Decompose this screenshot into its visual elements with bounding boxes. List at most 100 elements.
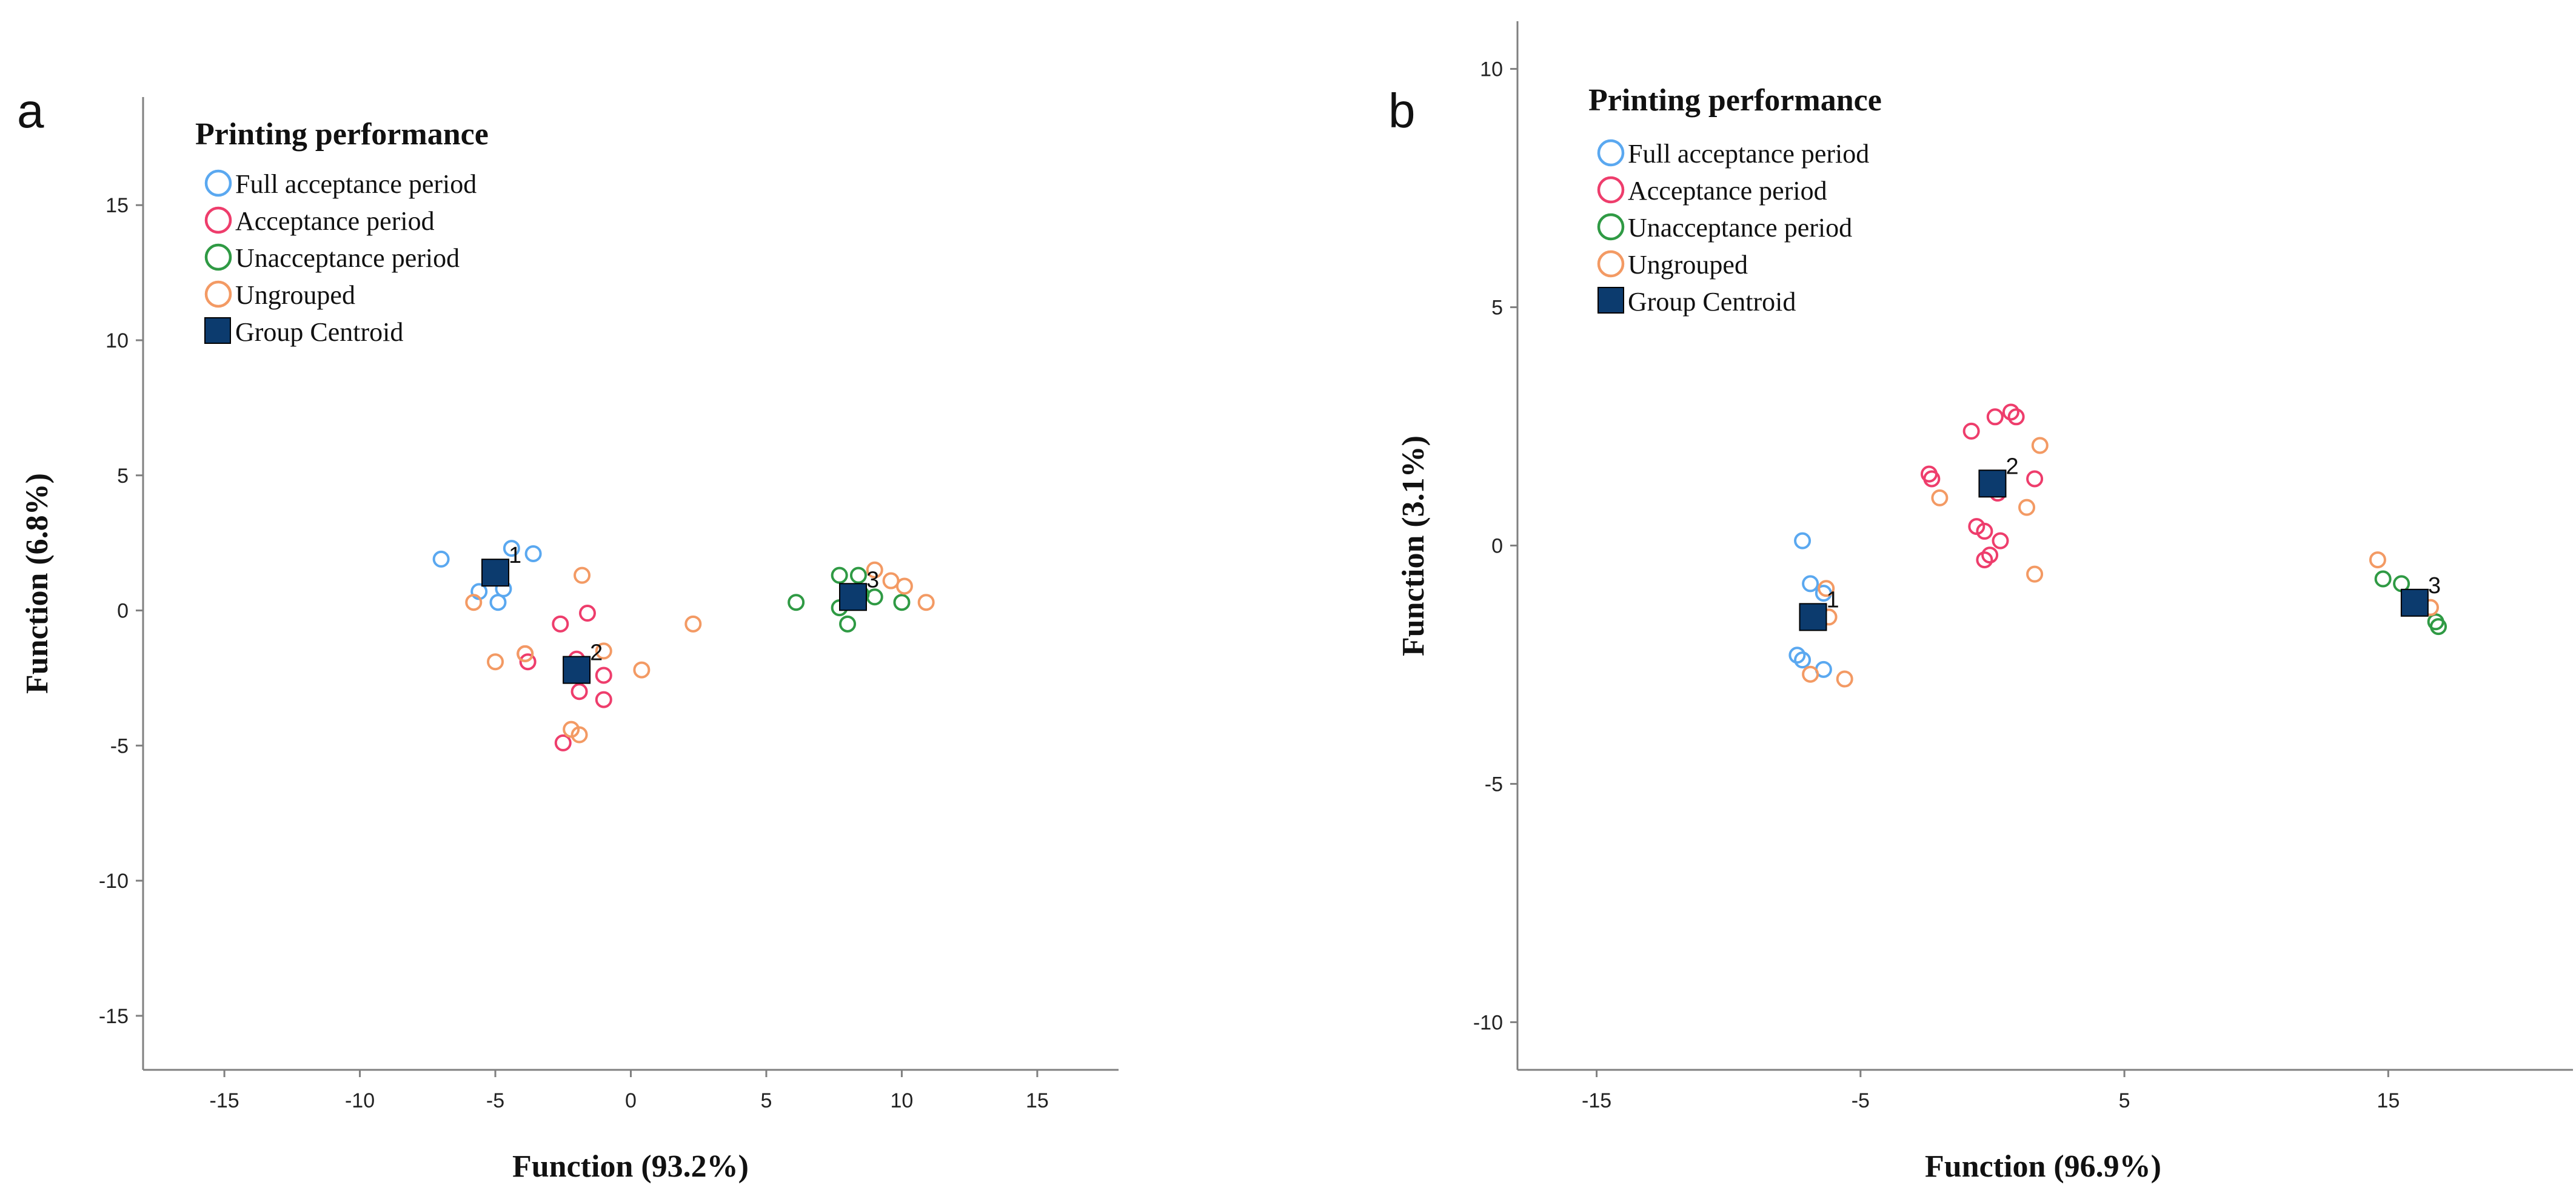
panel-a-point-unacceptance (866, 588, 883, 606)
panel-a-centroid-2 (563, 656, 591, 684)
panel-a-y-tick-label: 5 (117, 465, 129, 488)
panel-b-centroid-label-1: 1 (1826, 587, 1839, 613)
panel-a-x-tick-label: 10 (891, 1089, 914, 1112)
panel-b-centroid-label-2: 2 (2006, 454, 2018, 479)
panel-a-legend-label-centroid: Group Centroid (235, 317, 403, 347)
panel-a-point-ungrouped (866, 561, 883, 579)
panel-a-x-tick-label: 15 (1026, 1089, 1049, 1112)
panel-a-y-tick-label: 15 (105, 194, 129, 217)
panel-a-x-tick-label: -15 (210, 1089, 239, 1112)
panel-a-x-tick-label: -10 (345, 1089, 375, 1112)
panel-a-point-unacceptance (839, 615, 857, 633)
panel-b-x-ticks: -15 -5 5 15 (1582, 1070, 2400, 1112)
panel-b-point-acceptance (1992, 532, 2009, 549)
panel-a-point-ungrouped (684, 615, 702, 633)
panel-b-point-acceptance (1976, 551, 1993, 569)
panel-a-legend-title: Printing performance (195, 117, 489, 152)
panel-b-legend-label-acceptance: Acceptance period (1628, 176, 1827, 206)
panel-b-point-acceptance (1986, 408, 2004, 426)
panel-a-point-acceptance (552, 615, 569, 633)
panel-a-x-tick-label: 5 (761, 1089, 772, 1112)
panel-a-y-ticks: 15 10 5 0 -5 -10 -15 (99, 194, 143, 1028)
panel-b-point-ungrouped (2026, 565, 2044, 583)
panel-a-legend-label-unacceptance: Unacceptance period (235, 243, 460, 273)
panel-a-point-unacceptance (788, 594, 805, 611)
panel-b-legend-label-full: Full acceptance period (1628, 139, 1869, 169)
panel-b-y-tick-label: 5 (1491, 297, 1503, 320)
panel-a-point-ungrouped (487, 653, 504, 671)
panel-b-legend-label-ungrouped: Ungrouped (1628, 250, 1748, 280)
panel-b-x-tick-label: -5 (1852, 1089, 1870, 1112)
panel-b-centroid-3 (2400, 588, 2429, 617)
panel-a-legend-marker-acceptance (204, 206, 232, 234)
panel-b-point-ungrouped (1802, 665, 1819, 683)
panel-a-point-acceptance (578, 605, 596, 622)
panel-b-point-full (1794, 532, 1812, 549)
panel-a-point-acceptance (519, 653, 537, 671)
panel-a-x-axis-title: Function (93.2%) (512, 1149, 749, 1184)
panel-b-legend-item-full: Full acceptance period (1597, 139, 1869, 169)
panel-a-legend-label-acceptance: Acceptance period (235, 206, 435, 236)
panel-b-point-full (1802, 575, 1819, 593)
panel-b-point-acceptance (1981, 546, 1999, 564)
panel-a-centroids: 1 2 3 (481, 543, 879, 684)
panel-a-x-tick-label: -5 (486, 1089, 504, 1112)
panel-b-legend-marker-full (1597, 139, 1625, 167)
panel-a-point-full (524, 545, 542, 562)
panel-a-point-full (432, 550, 450, 568)
panel-b-y-tick-label: -5 (1485, 773, 1503, 796)
panel-b-centroids: 1 2 3 (1799, 454, 2441, 631)
panel-b-legend-item-unacceptance: Unacceptance period (1597, 213, 1852, 243)
panel-b-legend: Printing performance Full acceptance per… (1588, 83, 1882, 317)
panel-a-y-tick-label: -10 (99, 870, 129, 893)
panel-b-legend-marker-acceptance (1597, 176, 1625, 204)
panel-a-point-full (503, 540, 520, 557)
panel-a-y-tick-label: 10 (105, 329, 129, 352)
panel-b-x-tick-label: -15 (1582, 1089, 1611, 1112)
panel-b-point-acceptance (1923, 470, 1941, 488)
panel-b-point-ungrouped (1836, 670, 1853, 688)
panel-b-label: b (1388, 84, 1416, 138)
panel-a-y-tick-label: -5 (110, 734, 129, 758)
panel-b-points (1788, 403, 2447, 688)
panel-b-point-unacceptance (2374, 570, 2392, 588)
panel-b-legend-label-centroid: Group Centroid (1628, 287, 1796, 317)
panel-a-point-ungrouped (917, 594, 935, 611)
panel-a: a -15 -10 -5 0 5 10 15 15 10 5 0 -5 -10 -15 1 2 3 Func… (17, 84, 1119, 1184)
panel-b-point-unacceptance (2430, 618, 2447, 636)
panel-b-point-acceptance (1962, 422, 1980, 440)
panel-a-legend-marker-full (204, 169, 232, 197)
panel-a-centroid-1 (481, 559, 510, 587)
panel-a-centroid-label-1: 1 (509, 543, 521, 568)
panel-b-x-tick-label: 5 (2119, 1089, 2130, 1112)
panel-a-point-acceptance (554, 734, 572, 751)
panel-b-y-tick-label: 10 (1480, 58, 1503, 81)
panel-b-point-full (1794, 651, 1812, 669)
panel-a-x-tick-label: 0 (625, 1089, 637, 1112)
panel-b-legend-marker-unacceptance (1597, 213, 1625, 241)
panel-b-legend-marker-centroid (1597, 287, 1624, 314)
panel-a-legend-item-unacceptance: Unacceptance period (204, 243, 460, 273)
panel-a-legend-marker-ungrouped (204, 280, 232, 308)
panel-b-x-axis-title: Function (96.9%) (1925, 1149, 2161, 1184)
panel-a-legend-marker-unacceptance (204, 243, 232, 271)
panel-a-x-ticks: -15 -10 -5 0 5 10 15 (210, 1070, 1049, 1112)
panel-b-point-ungrouped (2369, 551, 2386, 569)
panel-a-point-ungrouped (570, 726, 588, 744)
panel-a-y-axis-title: Function (6.8%) (20, 473, 55, 694)
panel-b-point-full (1788, 647, 1806, 664)
panel-b-point-acceptance (2026, 470, 2044, 488)
panel-a-point-full (489, 594, 507, 611)
panel-a-legend-label-ungrouped: Ungrouped (235, 280, 355, 310)
panel-b-point-ungrouped (1931, 489, 1949, 506)
panel-a-point-acceptance (595, 667, 612, 684)
panel-a-point-unacceptance (831, 566, 848, 584)
panel-a-centroid-label-3: 3 (866, 567, 879, 593)
panel-b-legend-label-unacceptance: Unacceptance period (1628, 213, 1852, 243)
panel-b-x-tick-label: 15 (2377, 1089, 2400, 1112)
panel-b-point-unacceptance (2393, 575, 2410, 593)
panel-b-y-tick-label: 0 (1491, 535, 1503, 558)
panel-b-point-ungrouped (2031, 437, 2049, 454)
panel-b-point-acceptance (2007, 408, 2025, 426)
